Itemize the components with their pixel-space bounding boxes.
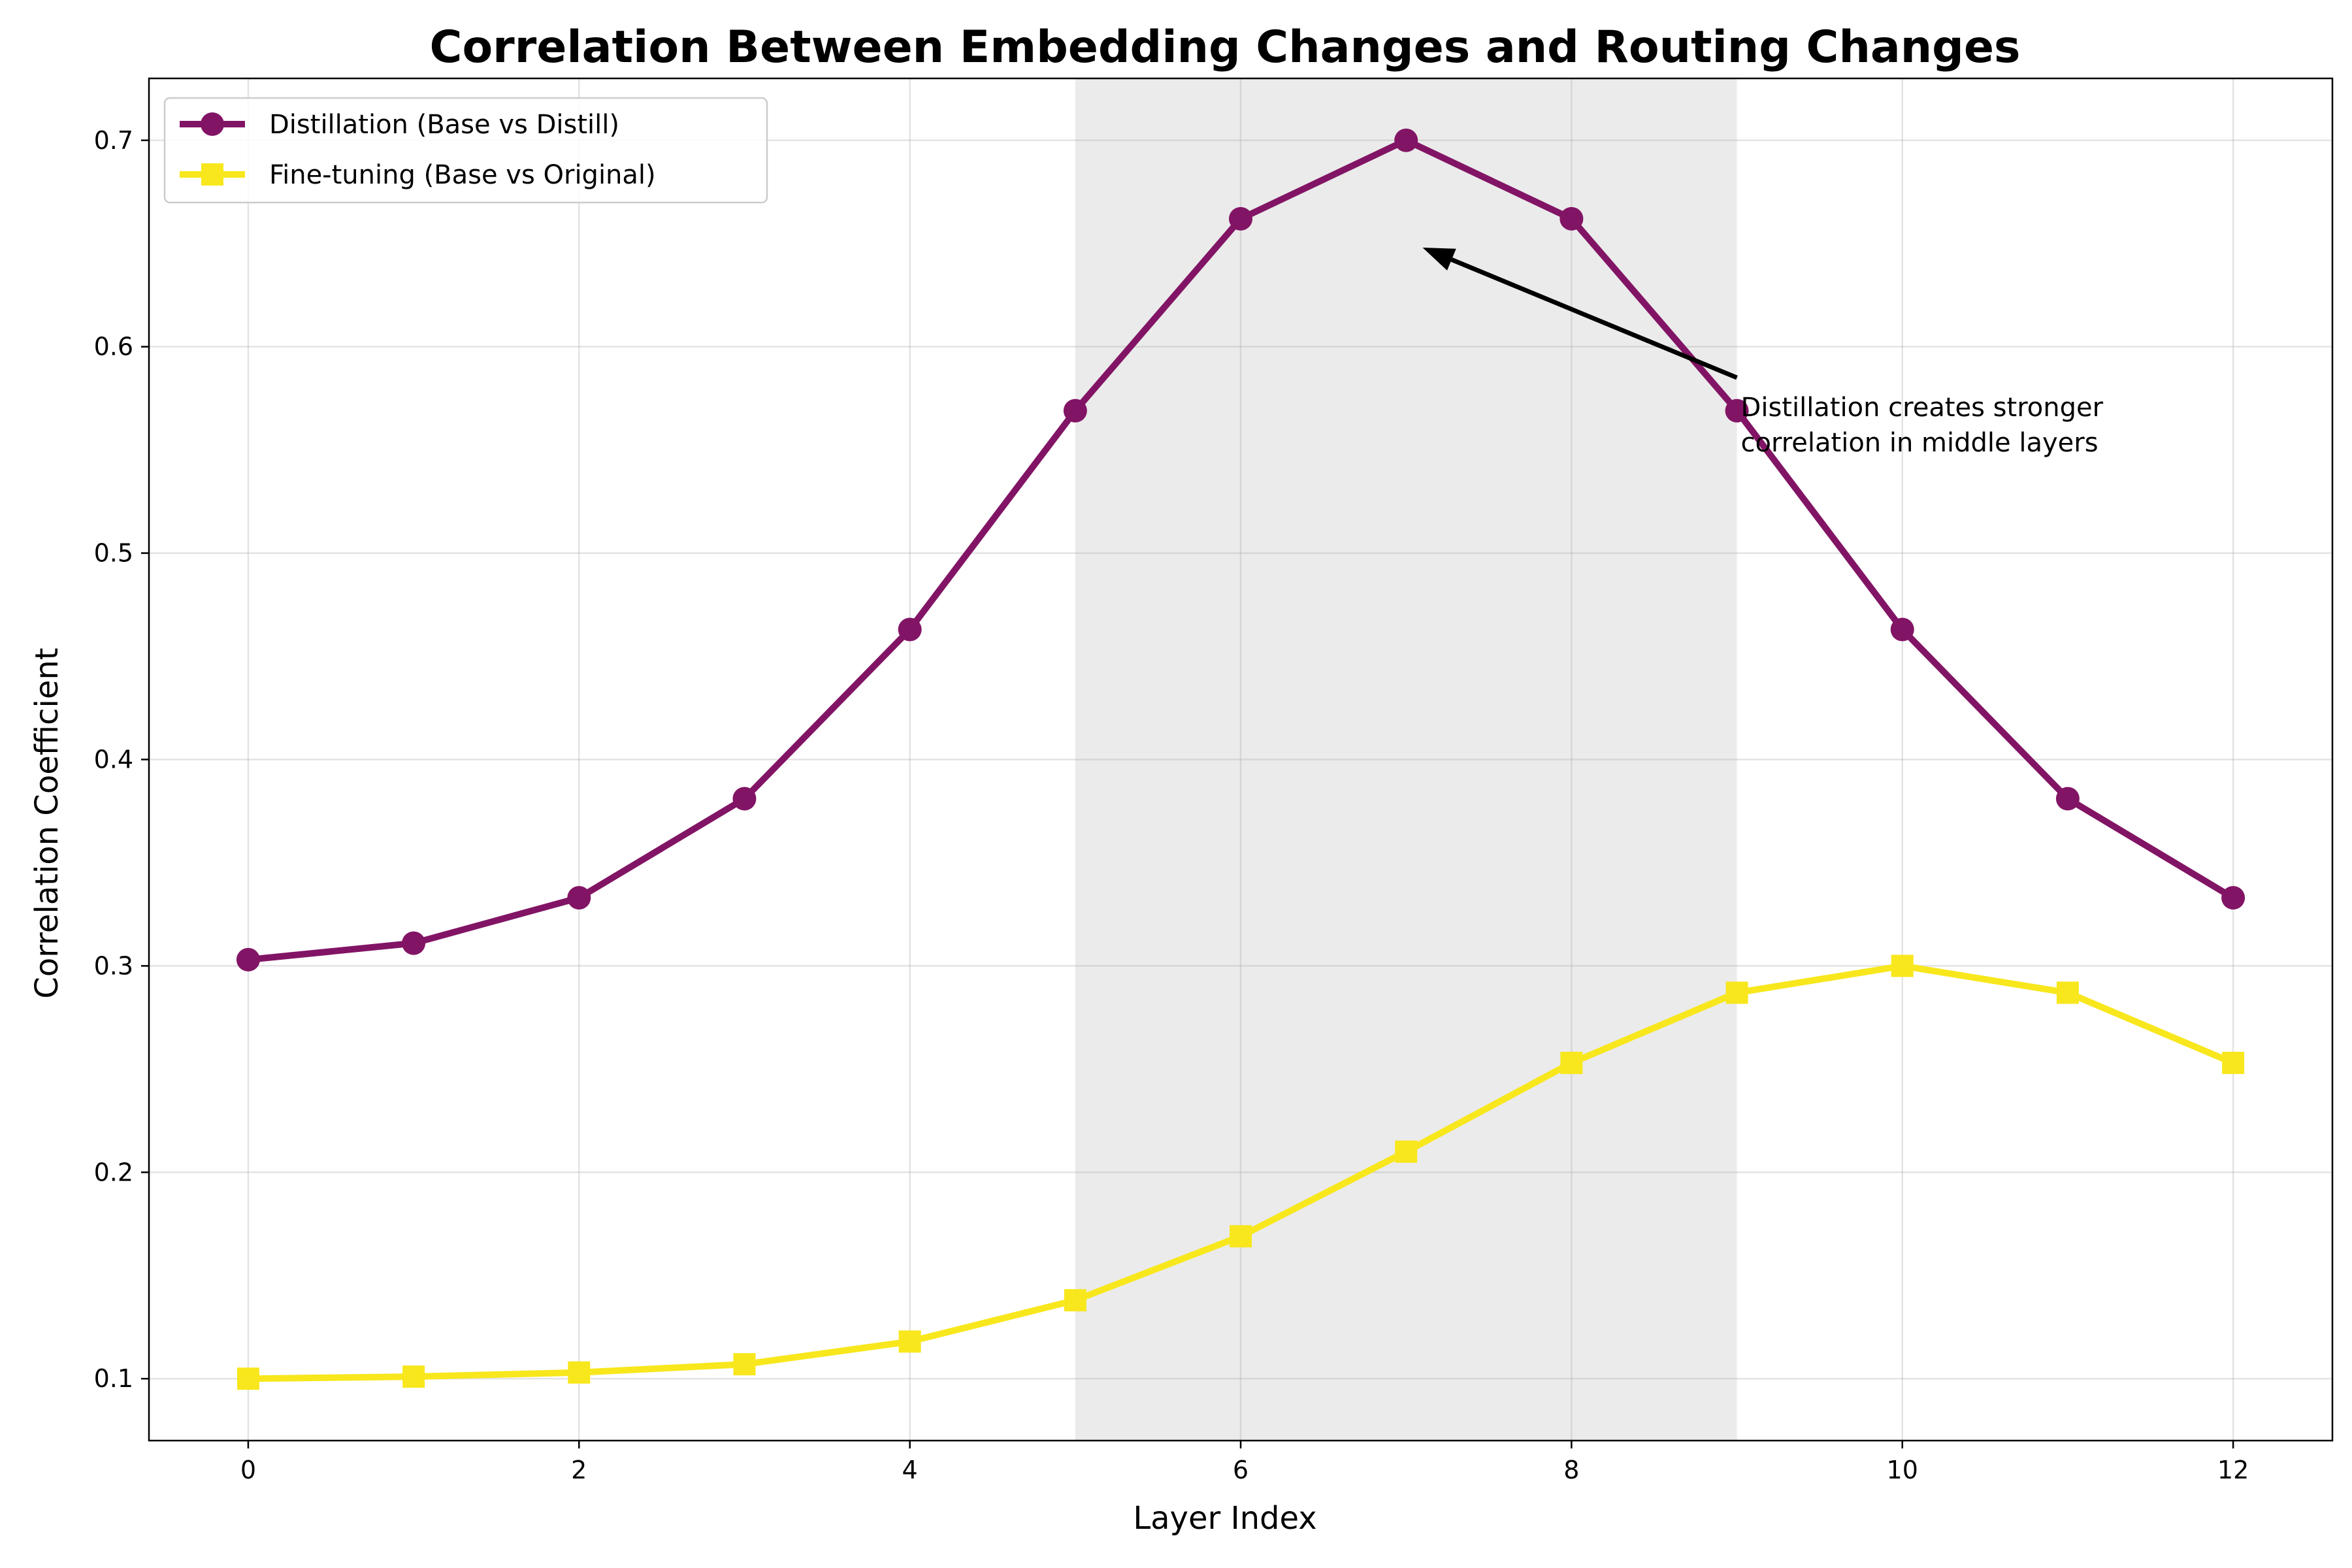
data-point (1394, 128, 1418, 152)
annotation-arrow-head (1422, 248, 1456, 271)
y-tick-label: 0.7 (94, 126, 133, 155)
y-tick-label: 0.2 (94, 1158, 133, 1186)
data-point (1560, 1051, 1583, 1074)
data-point (898, 1330, 921, 1353)
x-axis-label: Layer Index (1133, 1500, 1316, 1537)
data-point (236, 947, 260, 972)
legend-box (163, 97, 768, 204)
series-2 (237, 955, 2245, 1390)
data-point (1230, 1225, 1252, 1248)
data-point (402, 1365, 425, 1388)
y-tick-label: 0.5 (94, 539, 133, 568)
legend-label: Fine-tuning (Base vs Original) (269, 160, 656, 190)
x-tick-label: 6 (1233, 1456, 1249, 1484)
data-point (733, 1353, 756, 1376)
x-tick-label: 12 (2217, 1456, 2249, 1484)
chart-title: Correlation Between Embedding Changes an… (430, 22, 2021, 73)
data-point (1725, 399, 1749, 423)
y-tick-label: 0.1 (94, 1364, 133, 1393)
data-point (567, 886, 591, 910)
data-point (898, 617, 922, 642)
legend-label: Distillation (Base vs Distill) (269, 110, 619, 140)
data-point (732, 787, 757, 811)
y-tick-label: 0.4 (94, 745, 133, 774)
plot-area: 0 2 4 6 8 10 12 0.1 0.2 0.3 0.4 0.5 0.6 0.7 Distillati… (94, 77, 2334, 1484)
data-point (402, 931, 426, 955)
y-axis-label: Correlation Coefficient (29, 647, 65, 998)
data-point (2055, 787, 2080, 811)
x-tick-label: 2 (571, 1456, 587, 1484)
y-tick-label: 0.3 (94, 951, 133, 980)
legend-marker (201, 112, 224, 136)
annotation-text-line: correlation in middle layers (1741, 428, 2099, 458)
legend: Distillation (Base vs Distill) Fine-tunin… (163, 97, 768, 204)
annotation-text-line: Distillation creates stronger (1741, 393, 2104, 423)
data-point (237, 1367, 259, 1390)
x-tick-label: 4 (902, 1456, 918, 1484)
data-point (1725, 981, 1748, 1004)
highlight-span (1075, 78, 1737, 1441)
data-point (2222, 1051, 2245, 1074)
data-point (1064, 1289, 1086, 1312)
annotation-arrow-line (1450, 257, 1738, 380)
legend-marker (201, 163, 223, 186)
data-point (2221, 886, 2246, 910)
data-point (1395, 1140, 1418, 1163)
x-tick-label: 8 (1563, 1456, 1579, 1484)
series-1 (236, 128, 2246, 972)
data-point (1891, 955, 1914, 977)
x-tick-label: 0 (240, 1456, 256, 1484)
data-point (1890, 617, 1914, 642)
data-point (1229, 206, 1252, 231)
y-tick-label: 0.6 (94, 333, 133, 361)
data-point (568, 1361, 591, 1384)
data-point (2056, 981, 2079, 1004)
x-tick-label: 10 (1887, 1456, 1918, 1484)
data-point (1063, 399, 1087, 423)
data-point (1560, 206, 1584, 231)
